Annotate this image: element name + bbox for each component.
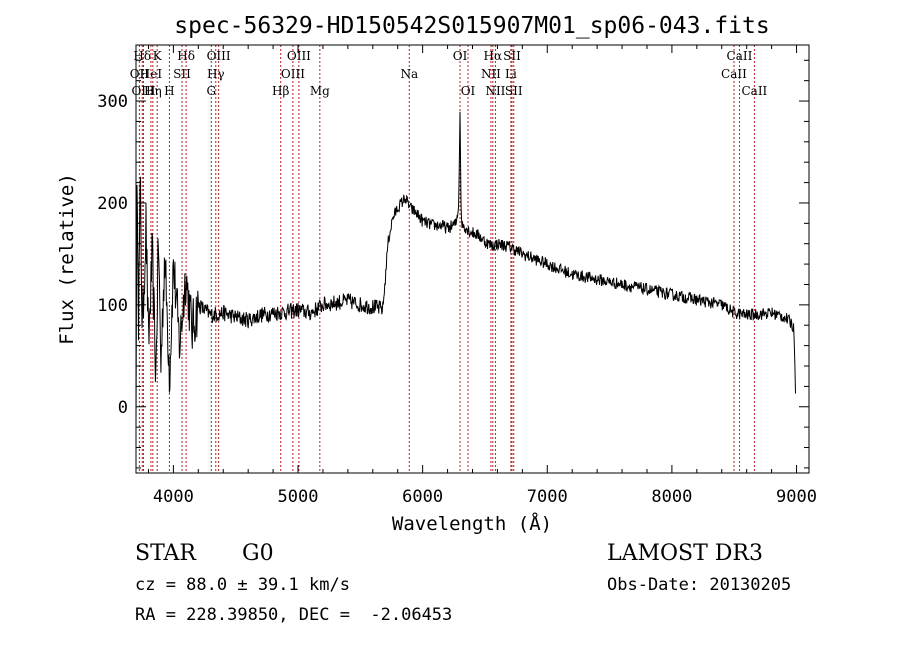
line-label-13: OIII	[287, 49, 311, 63]
plot-frame	[135, 44, 810, 474]
x-tick-label-1: 5000	[278, 487, 319, 507]
line-label-11: G	[206, 84, 216, 98]
line-label-25: CaII	[727, 49, 753, 63]
x-tick-label-0: 4000	[153, 487, 194, 507]
spectrum-line	[135, 111, 796, 425]
x-tick-label-2: 6000	[402, 487, 443, 507]
line-label-1: OII	[130, 67, 150, 81]
line-label-14: OIII	[281, 67, 305, 81]
y-axis-ticks: 0 100 200 300	[97, 59, 809, 469]
line-label-2: OIII	[131, 84, 155, 98]
line-label-5: Hη	[144, 84, 162, 98]
line-label-10: Hγ	[207, 67, 225, 81]
line-label-16: Na	[400, 67, 418, 81]
line-label-17: OI	[453, 49, 468, 63]
survey-name: LAMOST DR3	[607, 541, 763, 566]
line-label-6: SII	[173, 67, 191, 81]
line-label-12: Hβ	[272, 84, 289, 98]
line-label-19: Hα	[484, 49, 503, 63]
object-subclass: G0	[242, 541, 274, 566]
redshift-readout: cz = 88.0 ± 39.1 km/s	[135, 575, 350, 595]
line-label-23: Li	[505, 67, 517, 81]
line-label-0: Hδ	[133, 49, 151, 63]
y-tick-label-1: 100	[97, 296, 128, 316]
spectral-line-labels: Hδ OII OIII K HeI Hη SII H Hδ OIII Hγ G Hβ OIII OIII Mg…	[130, 49, 768, 98]
line-label-18: OI	[461, 84, 476, 98]
line-label-4: HeI	[140, 67, 163, 81]
x-axis-ticks: 4000 5000 6000 7000 8000 9000	[147, 45, 817, 507]
y-axis-label: Flux (relative)	[56, 173, 78, 345]
y-tick-label-3: 300	[97, 92, 128, 112]
x-axis-label: Wavelength (Å)	[392, 512, 552, 535]
chart-title: spec-56329-HD150542S015907M01_sp06-043.f…	[174, 13, 769, 39]
line-label-15: Mg	[310, 84, 330, 98]
y-tick-label-0: 0	[118, 398, 128, 418]
line-label-9: OIII	[207, 49, 231, 63]
spectral-line-markers	[138, 45, 755, 473]
line-label-20: NII	[481, 67, 501, 81]
line-label-8: Hδ	[177, 49, 195, 63]
coordinates: RA = 228.39850, DEC = -2.06453	[135, 605, 452, 625]
line-label-24: SII	[505, 84, 523, 98]
line-label-7: H	[164, 84, 174, 98]
line-label-26: CaII	[721, 67, 747, 81]
x-tick-label-5: 9000	[776, 487, 817, 507]
y-tick-label-2: 200	[97, 194, 128, 214]
line-label-22: SII	[503, 49, 521, 63]
obs-date: Obs-Date: 20130205	[607, 575, 791, 595]
x-tick-label-4: 8000	[651, 487, 692, 507]
x-tick-label-3: 7000	[527, 487, 568, 507]
line-label-21: NII	[485, 84, 505, 98]
object-type: STAR	[135, 541, 197, 566]
line-label-27: CaII	[741, 84, 767, 98]
line-label-3: K	[153, 49, 163, 63]
